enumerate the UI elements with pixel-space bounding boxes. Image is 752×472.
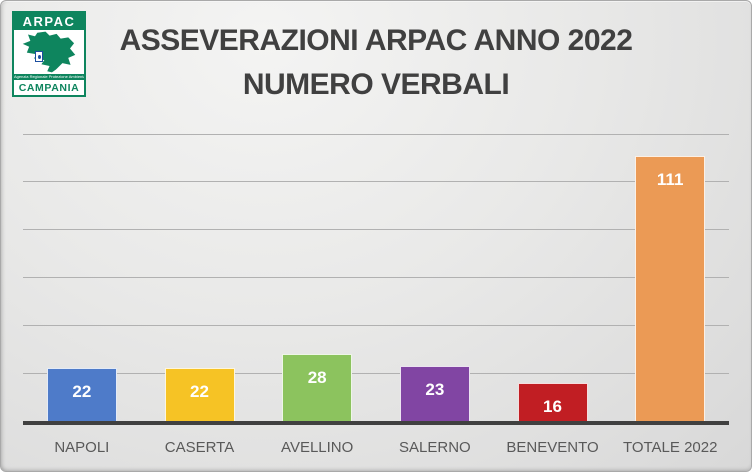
campania-map-icon (14, 30, 84, 74)
logo-region-label: CAMPANIA (14, 80, 84, 95)
logo-arpac-label: ARPAC (14, 13, 84, 30)
gridline (23, 181, 729, 183)
bar-totale-2022: 111 (635, 155, 706, 421)
arpac-logo: ARPAC Agenzia Regionale Protezione Ambie… (12, 11, 86, 97)
x-axis-label: TOTALE 2022 (622, 439, 718, 456)
gridline (23, 229, 729, 231)
bar-value-label: 111 (656, 169, 684, 189)
gridline (23, 324, 729, 326)
campania-silhouette (22, 31, 76, 73)
title-line-2: NUMERO VERBALI (242, 68, 510, 101)
bar-value-label: 22 (190, 382, 209, 402)
bar-value-label: 23 (425, 380, 445, 399)
bar-caserta: 22 (164, 368, 235, 421)
gridline (23, 133, 729, 135)
x-axis-label: NAPOLI (54, 439, 110, 456)
bar-avellino: 28 (282, 354, 353, 421)
x-axis-line (23, 421, 729, 425)
gridline (23, 372, 729, 374)
chart-title: ASSEVERAZIONI ARPAC ANNO 2022 NUMERO VER… (1, 19, 751, 107)
x-axis-label: CASERTA (164, 439, 235, 456)
bar-value-label: 16 (543, 396, 562, 416)
bar-napoli: 22 (46, 368, 117, 421)
bar-value-label: 22 (72, 382, 92, 402)
gridline (23, 277, 729, 278)
bar-value-label: 28 (307, 368, 327, 388)
x-axis-labels: NAPOLI CASERTA AVELLINO SALERNO BENEVENTO TOT… (23, 434, 729, 462)
x-axis-label: SALERNO (399, 439, 471, 456)
x-axis-label: BENEVENTO (506, 439, 599, 456)
logo-emblem-icon (35, 51, 43, 62)
bar-benevento: 16 (517, 382, 588, 421)
title-line-1: ASSEVERAZIONI ARPAC ANNO 2022 (119, 24, 633, 57)
bar-salerno: 23 (399, 366, 470, 421)
x-axis-label: AVELLINO (281, 439, 354, 456)
plot-area: 22 22 28 23 16 111 (23, 133, 729, 421)
logo-tagline: Agenzia Regionale Protezione Ambientale (14, 74, 84, 80)
